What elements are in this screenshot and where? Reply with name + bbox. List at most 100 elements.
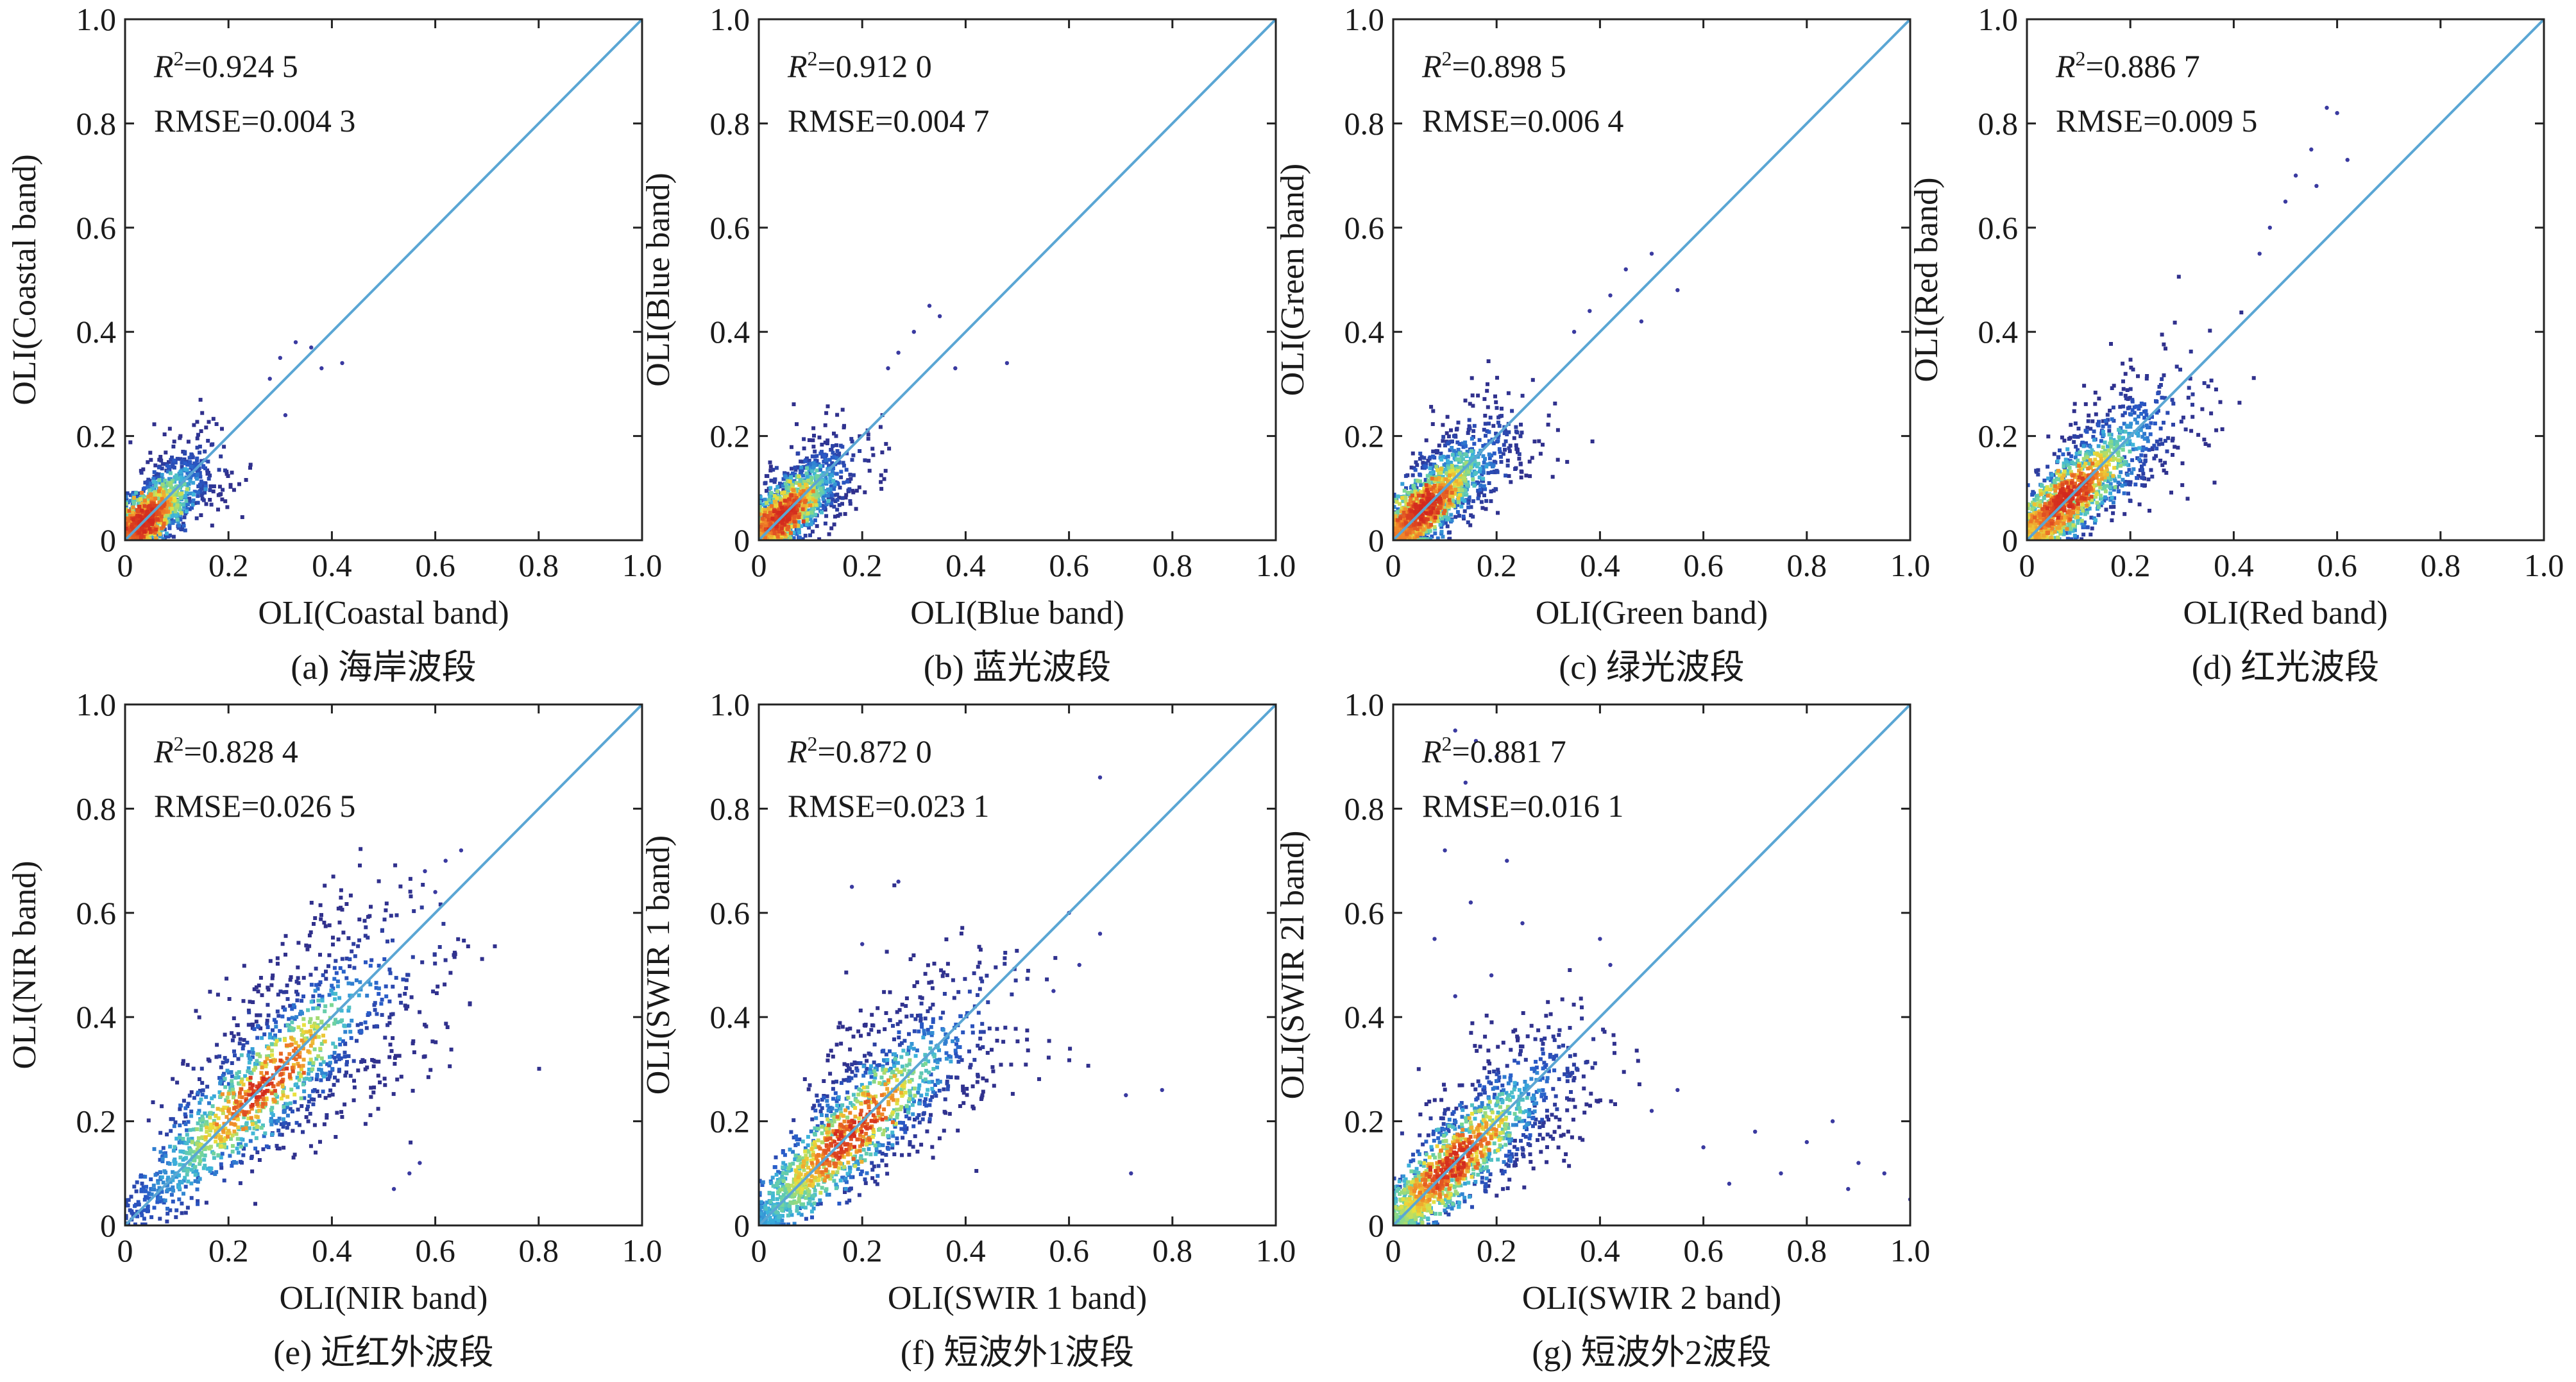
density-point — [2083, 402, 2088, 406]
density-point — [759, 524, 763, 529]
density-point — [210, 442, 215, 447]
density-point — [1461, 474, 1465, 478]
density-point — [824, 514, 829, 518]
density-point — [1450, 493, 1455, 497]
density-point — [809, 520, 814, 524]
density-point — [1425, 473, 1430, 478]
density-point — [2144, 409, 2148, 413]
density-point — [1555, 428, 1560, 432]
density-point — [1516, 450, 1520, 454]
density-point — [1412, 487, 1417, 491]
density-point — [828, 487, 833, 491]
density-point — [195, 472, 199, 477]
density-point — [840, 445, 845, 449]
density-point — [2073, 421, 2078, 425]
density-point — [1453, 484, 1457, 489]
density-point — [1489, 490, 1493, 493]
density-point — [2123, 411, 2127, 415]
density-point — [830, 493, 835, 497]
density-point — [2116, 464, 2121, 468]
density-point — [1402, 511, 1406, 515]
density-point — [162, 521, 166, 525]
density-point — [809, 476, 814, 480]
density-point — [1414, 522, 1418, 526]
density-point — [2124, 439, 2128, 444]
density-point — [2206, 384, 2210, 389]
density-point — [139, 531, 144, 536]
density-point — [835, 481, 840, 485]
density-point — [759, 495, 763, 499]
density-point — [763, 497, 767, 502]
density-point — [1458, 493, 1462, 497]
density-point — [1483, 422, 1487, 426]
density-point — [1496, 439, 1500, 443]
density-point — [1430, 480, 1435, 484]
density-point — [759, 512, 762, 516]
density-point — [1505, 458, 1510, 463]
density-point — [148, 479, 152, 483]
density-point — [1477, 461, 1480, 466]
density-point — [1402, 522, 1406, 527]
density-point — [786, 491, 791, 496]
density-point — [1461, 515, 1466, 518]
x-axis-title: OLI(Blue band) — [910, 595, 1124, 631]
density-point — [1443, 520, 1448, 525]
density-point — [1450, 466, 1455, 471]
density-point — [800, 498, 804, 502]
density-point — [1486, 405, 1490, 409]
density-point — [1480, 506, 1485, 510]
density-point — [162, 432, 167, 436]
density-point — [1442, 463, 1446, 467]
density-point — [2108, 409, 2112, 413]
density-point — [767, 518, 771, 522]
density-point — [1468, 523, 1473, 527]
density-point — [824, 457, 828, 462]
density-point — [838, 512, 842, 516]
density-point — [858, 434, 862, 438]
density-point — [1460, 495, 1464, 499]
rmse-annotation: RMSE=0.004 3 — [154, 103, 355, 139]
density-point — [788, 520, 792, 524]
density-point — [2128, 480, 2133, 484]
density-point — [2165, 411, 2170, 415]
density-point — [777, 511, 781, 515]
density-point — [154, 536, 158, 540]
density-point — [1438, 488, 1442, 493]
density-point — [164, 491, 167, 495]
density-point — [840, 502, 844, 506]
density-point — [204, 425, 208, 430]
density-point — [184, 499, 189, 503]
density-point — [2128, 449, 2132, 454]
density-point — [1418, 479, 1422, 484]
density-point — [2121, 477, 2125, 482]
density-point — [797, 474, 801, 479]
density-point — [1427, 497, 1431, 501]
density-point — [803, 533, 808, 538]
density-point — [2124, 462, 2128, 466]
density-point — [139, 470, 144, 475]
density-point — [167, 467, 172, 472]
density-point — [151, 479, 156, 484]
density-point — [244, 478, 248, 482]
density-point — [142, 534, 146, 539]
density-point — [2207, 443, 2211, 448]
density-point — [1450, 518, 1454, 523]
density-point — [1433, 502, 1437, 506]
density-point — [1441, 534, 1445, 539]
density-point — [2214, 388, 2218, 391]
density-point — [142, 504, 147, 508]
density-point — [149, 457, 153, 462]
density-point — [2130, 458, 2135, 463]
density-point — [160, 477, 164, 481]
density-point — [2220, 427, 2224, 431]
density-point — [176, 525, 181, 530]
density-point — [1415, 527, 1419, 531]
density-point — [1439, 486, 1444, 490]
density-point — [1418, 532, 1421, 536]
density-point — [1517, 452, 1521, 456]
density-point — [197, 466, 201, 471]
density-point — [2128, 499, 2133, 503]
density-point — [1486, 359, 1491, 363]
density-point — [2056, 455, 2061, 459]
density-point — [140, 508, 144, 513]
